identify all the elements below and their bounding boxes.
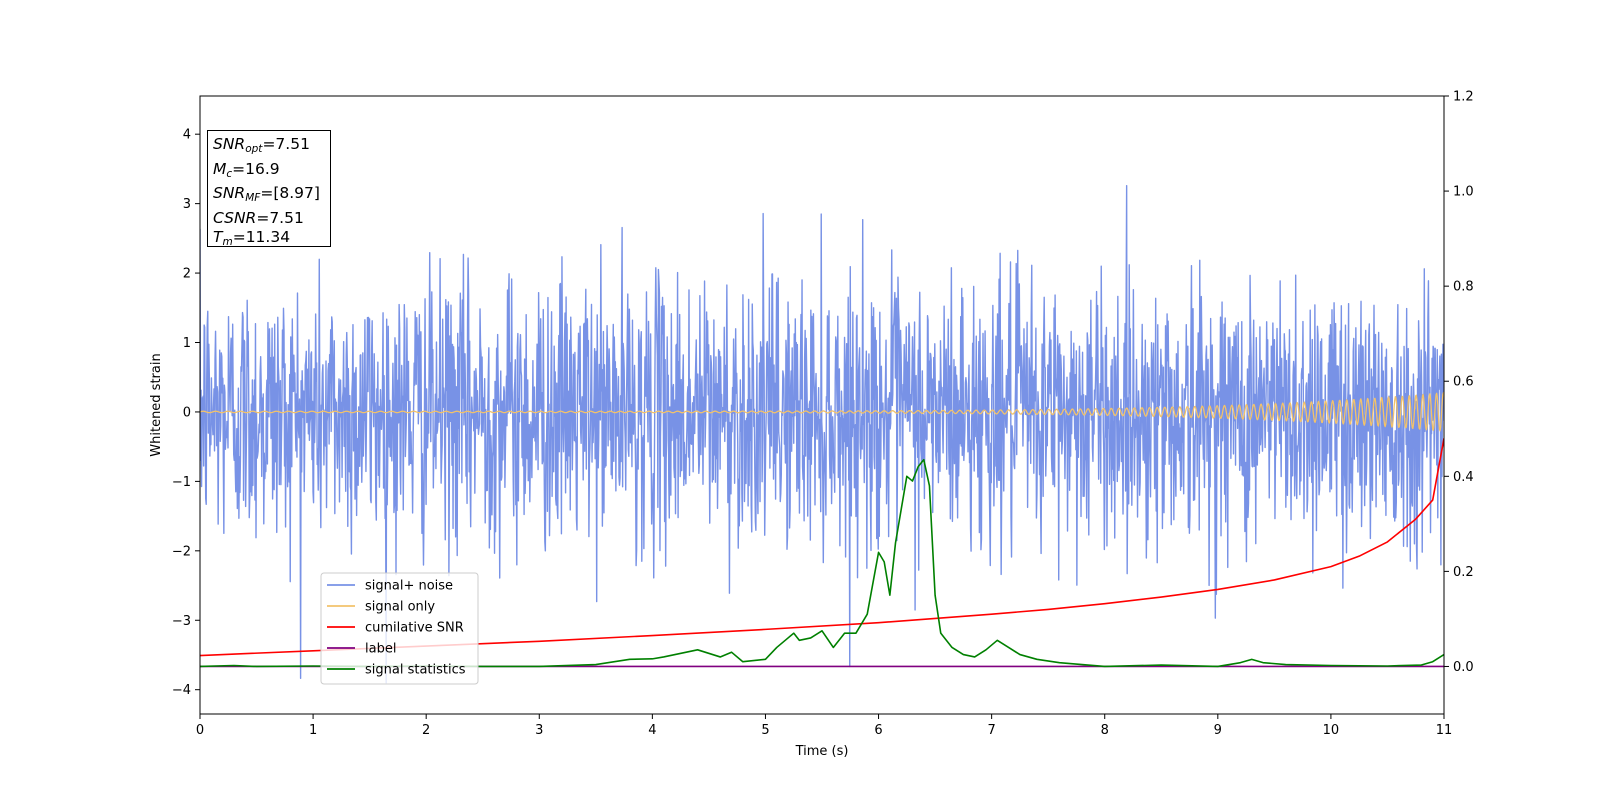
annotation-value: =16.9 <box>232 159 280 178</box>
x-tick-label-5: 5 <box>761 723 769 738</box>
series-cumilative-snr <box>200 438 1444 657</box>
series-signal-noise <box>200 184 1444 684</box>
legend-frame <box>320 572 479 685</box>
annotation-symbol: T <box>213 228 223 246</box>
series-signal-statistics <box>200 458 1444 668</box>
x-tick-label-11: 11 <box>1436 723 1453 738</box>
y2-tick-label-6: 1.2 <box>1453 90 1474 105</box>
y2-tick-label-1: 0.2 <box>1453 565 1474 580</box>
x-tick-label-10: 10 <box>1323 723 1340 738</box>
annotation-value: =7.51 <box>256 208 304 227</box>
annotation-subscript: opt <box>245 143 263 155</box>
y2-tick-label-5: 1.0 <box>1453 185 1474 200</box>
x-axis-label: Time (s) <box>795 744 849 759</box>
legend-label-3: label <box>365 642 396 657</box>
annotation-line-0: SNRopt=7.51 <box>213 135 330 160</box>
annotation-line-1: Mc=16.9 <box>213 160 330 185</box>
y-tick-label-1: 3 <box>183 197 191 212</box>
legend-label-1: signal only <box>365 600 435 615</box>
legend-label-4: signal statistics <box>365 663 466 678</box>
x-tick-label-2: 2 <box>422 723 430 738</box>
annotation-subscript: MF <box>245 192 261 204</box>
y-tick-label-0: 4 <box>183 128 191 143</box>
legend-label-2: cumilative SNR <box>365 621 464 636</box>
y-tick-label-6: −2 <box>172 544 191 559</box>
annotation-symbol: M <box>213 159 227 178</box>
x-tick-label-6: 6 <box>874 723 882 738</box>
y-tick-label-8: −4 <box>172 683 191 698</box>
legend-label-0: signal+ noise <box>365 579 453 594</box>
x-tick-label-9: 9 <box>1214 723 1222 738</box>
plot-frame <box>199 95 1445 715</box>
y2-tick-label-3: 0.6 <box>1453 375 1474 390</box>
annotation-value: =11.34 <box>232 228 291 246</box>
annotation-line-3: CSNR=7.51 <box>213 209 330 229</box>
x-tick-label-1: 1 <box>309 723 317 738</box>
x-tick-label-8: 8 <box>1101 723 1109 738</box>
y2-tick-label-4: 0.8 <box>1453 280 1474 295</box>
annotation-subscript: c <box>226 167 233 180</box>
x-tick-label-0: 0 <box>196 723 204 738</box>
annotation-line-2: SNRMF=[8.97] <box>213 184 330 209</box>
x-tick-label-4: 4 <box>648 723 656 738</box>
annotation-symbol: SNR <box>213 184 246 202</box>
annotation-subscript: m <box>222 236 233 248</box>
x-tick-label-3: 3 <box>535 723 543 738</box>
annotation-value: =7.51 <box>262 135 310 153</box>
x-tick-label-7: 7 <box>987 723 995 738</box>
legend: signal+ noise signal only cumilative SNR la… <box>320 572 479 685</box>
y-tick-label-2: 2 <box>183 267 191 282</box>
annotation-symbol: CSNR <box>213 208 257 227</box>
y-tick-label-3: 1 <box>183 336 191 351</box>
y-tick-label-5: −1 <box>172 475 191 490</box>
y2-tick-label-0: 0.0 <box>1453 660 1474 675</box>
series-signal-only <box>200 392 1444 432</box>
y-axis-label: Whitened strain <box>149 353 164 456</box>
annotation-symbol: SNR <box>213 135 246 153</box>
y-tick-label-4: 0 <box>183 405 191 420</box>
annotation-box: SNRopt=7.51 Mc=16.9 SNRMF=[8.97] CSNR=7.51 T… <box>207 130 331 248</box>
annotation-line-4: Tm=11.34 <box>213 228 330 253</box>
annotation-value: =[8.97] <box>260 184 320 202</box>
y-tick-label-7: −3 <box>172 614 191 629</box>
y2-tick-label-2: 0.4 <box>1453 470 1474 485</box>
